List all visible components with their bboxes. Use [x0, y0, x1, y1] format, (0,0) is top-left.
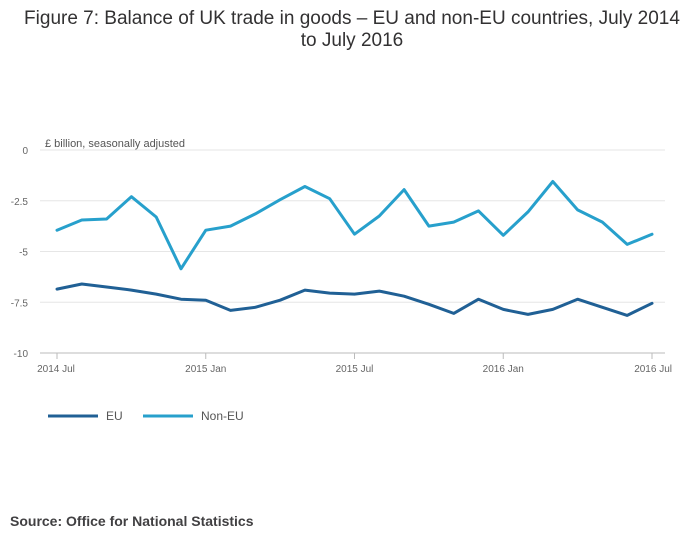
series-line-non-eu	[55, 180, 654, 271]
y-tick-label: -5	[19, 248, 28, 259]
chart-title: Figure 7: Balance of UK trade in goods –…	[24, 8, 680, 51]
series-line-eu	[55, 282, 654, 317]
x-tick-label: 2016 Jul	[634, 364, 672, 375]
legend-label: Non-EU	[201, 409, 244, 423]
y-tick-label: 0	[22, 146, 28, 157]
y-tick-label: -7.5	[11, 298, 29, 309]
legend-label: EU	[106, 409, 123, 423]
y-axis-label: £ billion, seasonally adjusted	[45, 138, 185, 150]
y-tick-label: -10	[14, 349, 29, 360]
x-tick-label: 2015 Jan	[185, 364, 226, 375]
x-tick-label: 2016 Jan	[483, 364, 524, 375]
source-note: Source: Office for National Statistics	[10, 513, 254, 529]
y-tick-label: -2.5	[11, 197, 29, 208]
x-tick-label: 2014 Jul	[37, 364, 75, 375]
x-tick-label: 2015 Jul	[336, 364, 374, 375]
